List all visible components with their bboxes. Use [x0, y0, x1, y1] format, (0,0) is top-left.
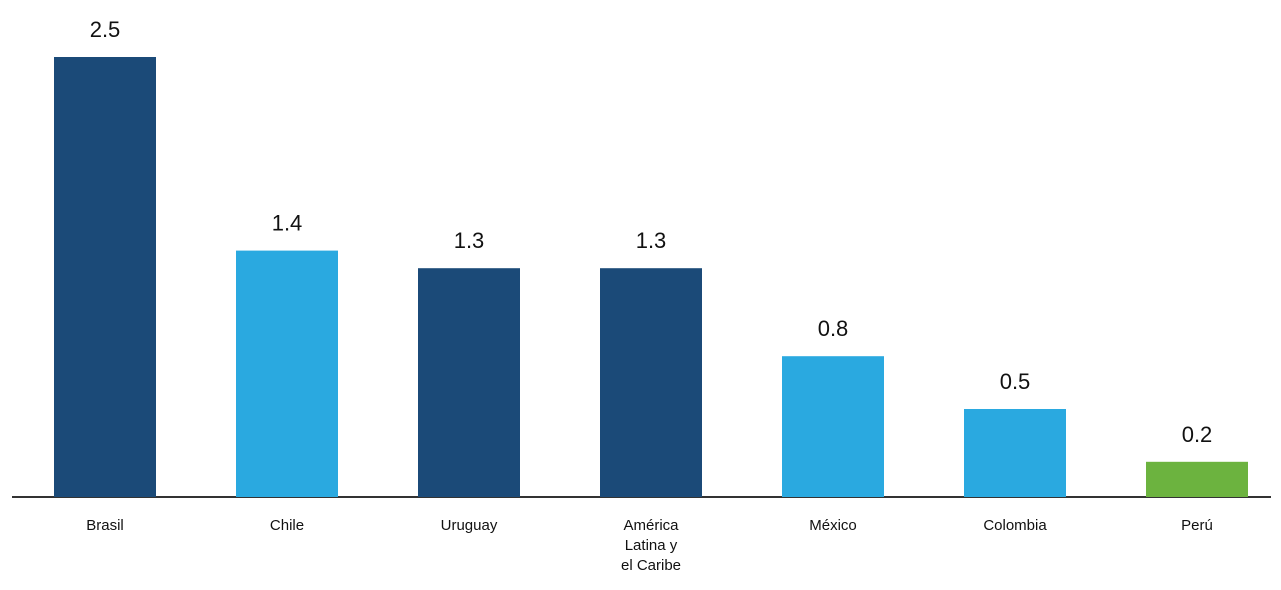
- category-label: América Latina y el Caribe: [621, 517, 681, 574]
- bar: [418, 268, 520, 497]
- bar-value-label: 1.4: [272, 211, 303, 236]
- value-labels-layer: 2.5 1.4 1.3 1.3 0.8 0.5 0.2: [90, 17, 1213, 447]
- bar-value-label: 0.5: [1000, 369, 1031, 394]
- bar: [1146, 461, 1248, 497]
- category-label-line: Brasil: [86, 517, 124, 534]
- bar: [600, 268, 702, 497]
- bar-value-label: 1.3: [636, 228, 667, 253]
- category-labels-layer: Brasil Chile Uruguay América Latina y el Cari…: [86, 517, 1213, 574]
- bar: [964, 409, 1066, 497]
- category-label: Colombia: [983, 517, 1047, 534]
- category-label-line: Uruguay: [441, 517, 498, 534]
- category-label-line: América: [623, 517, 679, 534]
- bars-layer: [54, 57, 1248, 497]
- category-label-line: Perú: [1181, 517, 1213, 534]
- category-label: Chile: [270, 517, 304, 534]
- category-label: México: [809, 517, 857, 534]
- bar-value-label: 2.5: [90, 17, 121, 42]
- category-label-line: México: [809, 517, 857, 534]
- bar-value-label: 0.8: [818, 316, 849, 341]
- category-label-line: Colombia: [983, 517, 1047, 534]
- category-label-line: el Caribe: [621, 557, 681, 574]
- bar-value-label: 1.3: [454, 228, 485, 253]
- bar: [236, 250, 338, 497]
- category-label: Brasil: [86, 517, 124, 534]
- bar: [54, 57, 156, 497]
- category-label-line: Chile: [270, 517, 304, 534]
- category-label-line: Latina y: [625, 537, 678, 554]
- category-label: Uruguay: [441, 517, 498, 534]
- bar: [782, 356, 884, 497]
- category-label: Perú: [1181, 517, 1213, 534]
- bar-value-label: 0.2: [1182, 422, 1213, 447]
